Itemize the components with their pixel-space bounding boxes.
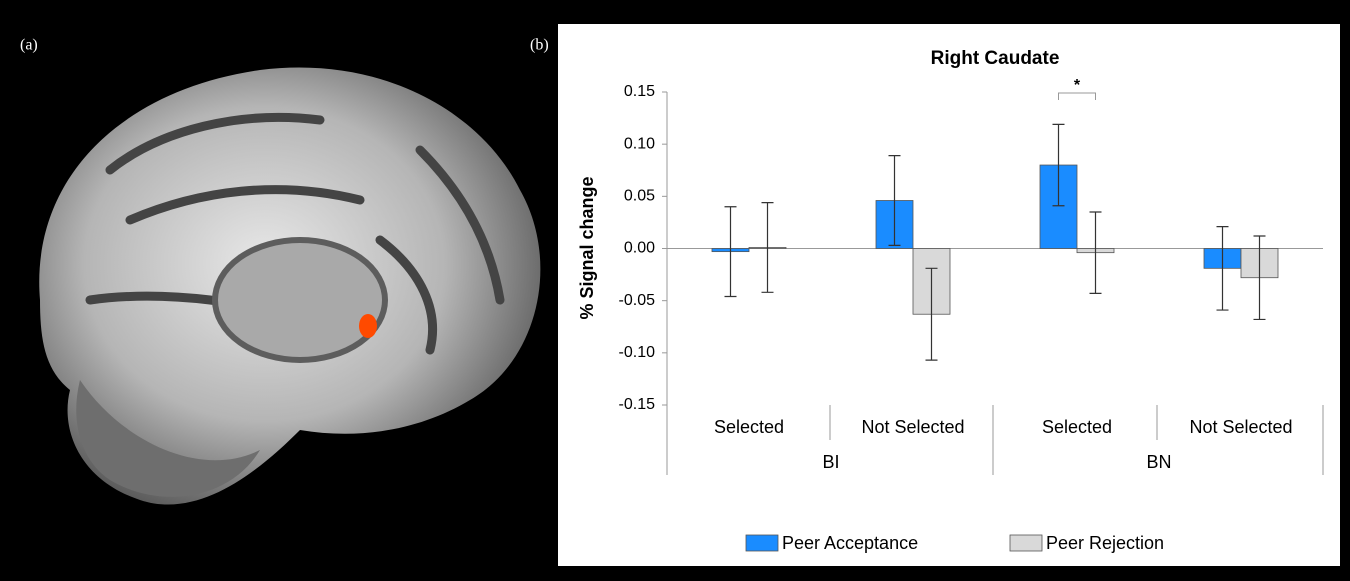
panel-label: (b) — [530, 37, 549, 54]
legend-swatch — [1010, 535, 1042, 551]
x-tick-label: Selected — [1042, 417, 1112, 437]
y-tick-label: 0.05 — [624, 188, 655, 205]
legend-label: Peer Rejection — [1046, 533, 1164, 553]
y-tick-label: 0.15 — [624, 83, 655, 100]
annotation: * — [1074, 77, 1081, 94]
page: (a) (b) Right Caudate % Signal change 0.… — [0, 0, 1350, 581]
x-tick-label: Not Selected — [1189, 417, 1292, 437]
x-tick-label: Selected — [714, 417, 784, 437]
y-tick-label: 0.10 — [624, 135, 655, 152]
y-tick-label: 0.00 — [624, 240, 655, 257]
y-tick-label: -0.10 — [619, 344, 656, 361]
x-tick-label: Not Selected — [861, 417, 964, 437]
y-tick-label: -0.05 — [619, 292, 656, 309]
chart-title: Right Caudate — [931, 48, 1060, 69]
group-label: BI — [822, 452, 839, 472]
y-axis-label: % Signal change — [577, 176, 597, 319]
legend-swatch — [746, 535, 778, 551]
y-tick-label: -0.15 — [619, 396, 656, 413]
legend-label: Peer Acceptance — [782, 533, 918, 553]
group-label: BN — [1146, 452, 1171, 472]
figure: (a) (b) Right Caudate % Signal change 0.… — [0, 0, 1350, 581]
panel-label: (a) — [20, 37, 38, 54]
